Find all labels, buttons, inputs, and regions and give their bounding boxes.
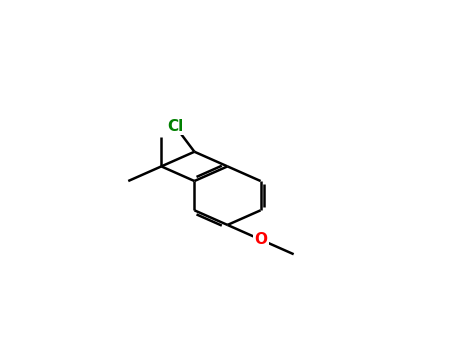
Text: O: O [254,232,267,247]
Text: Cl: Cl [167,119,183,134]
